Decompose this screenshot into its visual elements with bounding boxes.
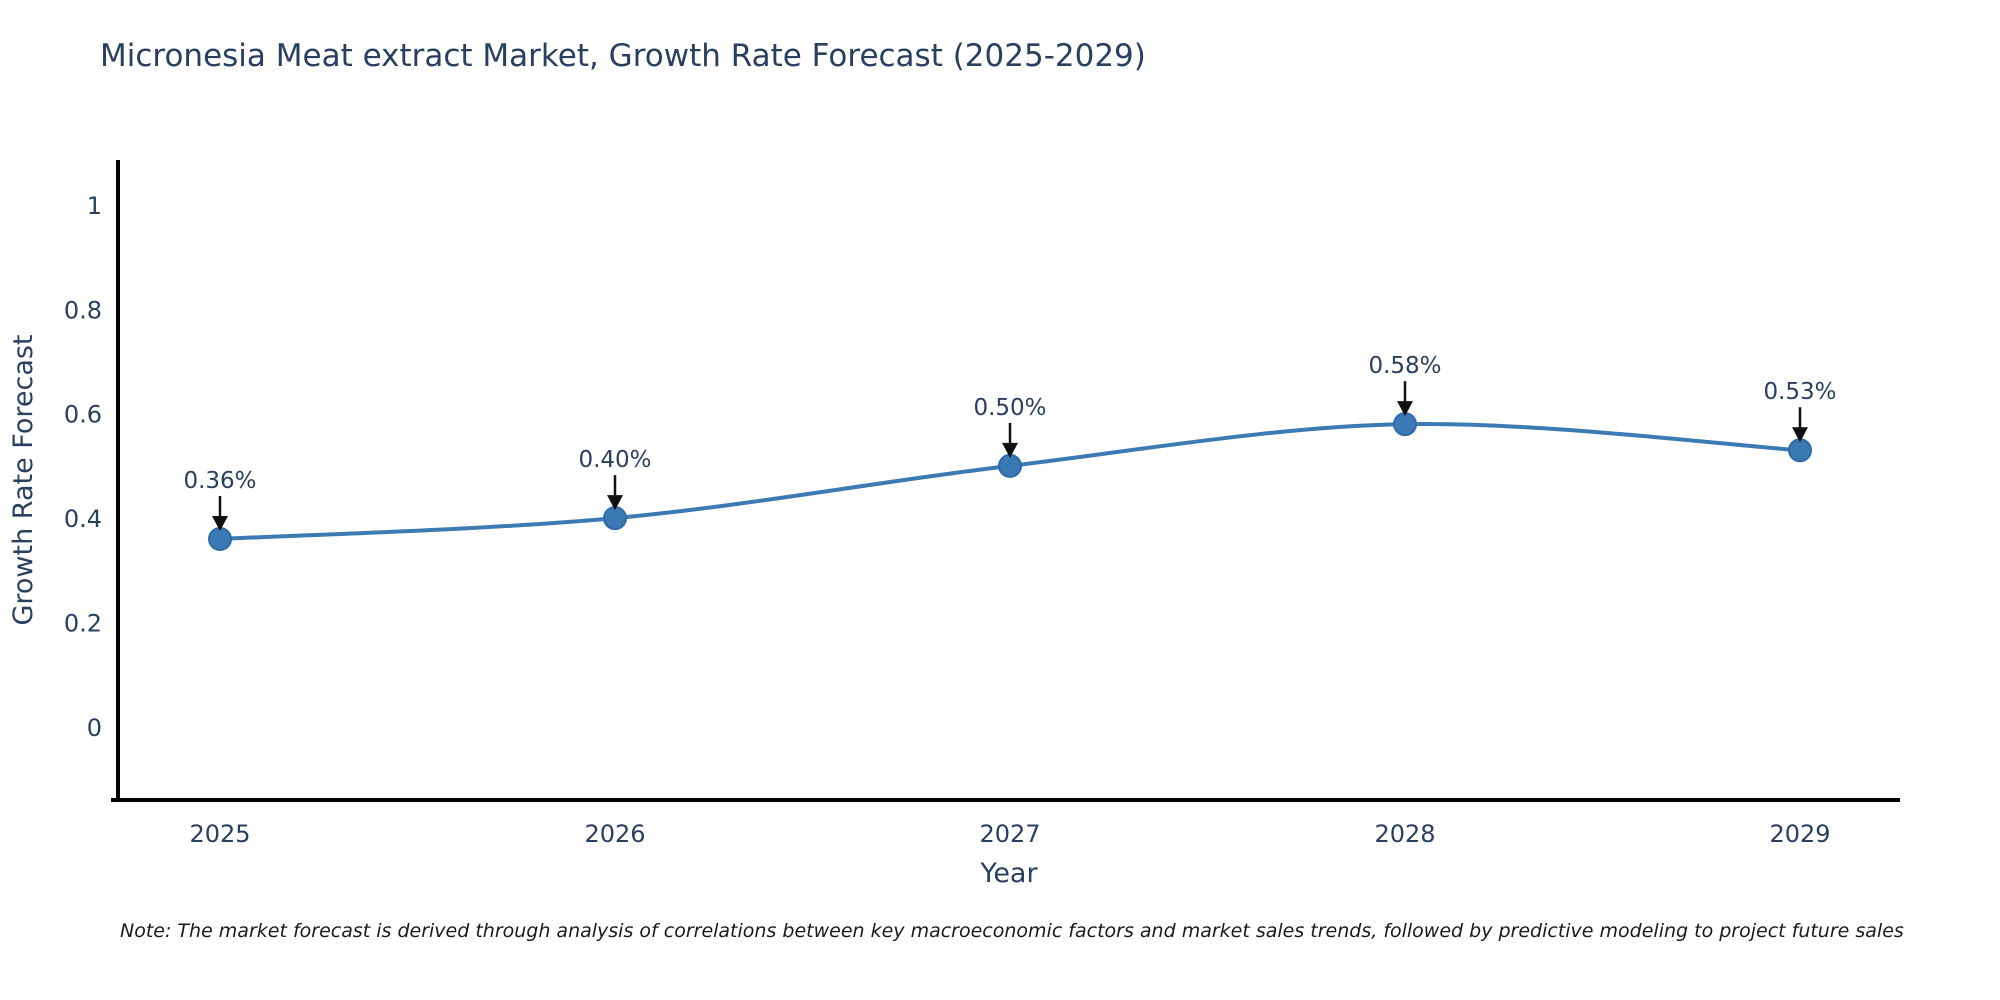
point-annotation-label: 0.50% <box>973 395 1046 421</box>
annotation-arrow-head <box>1002 442 1018 458</box>
y-axis-title: Growth Rate Forecast <box>8 334 39 625</box>
y-tick-label: 0 <box>87 714 102 742</box>
annotation-arrow-head <box>212 515 228 531</box>
point-annotation-label: 0.40% <box>578 447 651 473</box>
chart-title: Micronesia Meat extract Market, Growth R… <box>100 38 1146 74</box>
y-tick-label: 0.6 <box>64 401 102 429</box>
point-annotation-label: 0.58% <box>1368 353 1441 379</box>
x-tick-label: 2028 <box>1374 820 1435 848</box>
data-point[interactable] <box>1788 438 1812 463</box>
annotation-arrow-head <box>1397 401 1413 417</box>
annotation-arrow-head <box>1792 427 1808 443</box>
data-point[interactable] <box>998 453 1022 478</box>
y-tick-label: 0.4 <box>64 505 102 533</box>
point-annotation-label: 0.53% <box>1763 379 1836 405</box>
point-annotation-label: 0.36% <box>183 468 256 494</box>
x-tick-label: 2026 <box>584 820 645 848</box>
x-axis-title: Year <box>979 858 1038 889</box>
annotation-arrow-head <box>607 495 623 511</box>
x-tick-label: 2025 <box>189 820 250 848</box>
y-tick-label: 0.8 <box>64 296 102 324</box>
x-tick-label: 2027 <box>979 820 1040 848</box>
x-tick-label: 2029 <box>1769 820 1830 848</box>
footnote: Note: The market forecast is derived thr… <box>120 920 1904 942</box>
y-tick-label: 0.2 <box>64 610 102 638</box>
y-tick-label: 1 <box>87 192 102 220</box>
data-point[interactable] <box>1393 412 1417 437</box>
data-point[interactable] <box>603 506 627 531</box>
data-point[interactable] <box>208 526 232 551</box>
